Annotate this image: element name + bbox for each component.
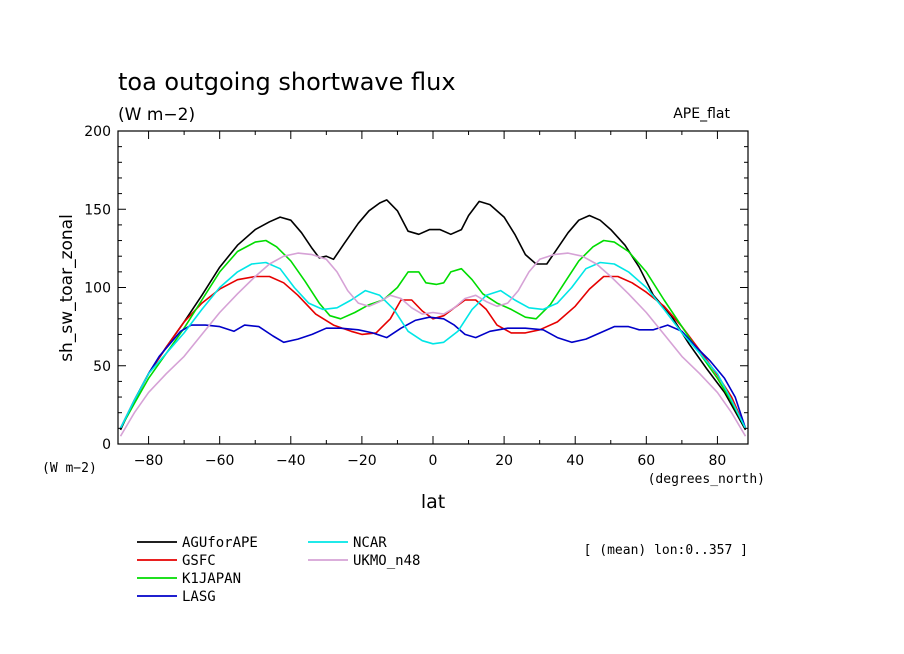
x-tick-label: −60 bbox=[205, 453, 235, 469]
plot-frame bbox=[117, 130, 749, 445]
legend-label: LASG bbox=[182, 589, 216, 605]
series-line-k1japan bbox=[119, 239, 747, 429]
series-line-lasg bbox=[119, 316, 747, 429]
dataset-label: APE_flat bbox=[673, 106, 730, 122]
series-line-aguforape bbox=[119, 199, 747, 431]
x-tick-label: 0 bbox=[429, 453, 438, 469]
chart-subtitle: (W m−2) bbox=[118, 105, 195, 125]
series-layer bbox=[119, 199, 747, 437]
y-tick-label: 150 bbox=[84, 202, 111, 218]
y-tick-label: 50 bbox=[93, 359, 111, 375]
x-axis-label: lat bbox=[421, 491, 445, 513]
legend-label: AGUforAPE bbox=[182, 535, 258, 551]
y-tick-label: 200 bbox=[84, 124, 111, 140]
legend-label: K1JAPAN bbox=[182, 571, 241, 587]
x-tick-label: 40 bbox=[566, 453, 584, 469]
y-axis-label: sh_sw_toar_zonal bbox=[57, 214, 77, 362]
x-tick-label: −80 bbox=[134, 453, 164, 469]
x-tick-label: −40 bbox=[276, 453, 306, 469]
mean-note: [ (mean) lon:0..357 ] bbox=[584, 543, 748, 558]
x-tick-label: −20 bbox=[347, 453, 377, 469]
series-line-ukmo-n48 bbox=[119, 252, 747, 437]
legend-label: UKMO_n48 bbox=[353, 553, 420, 569]
legend-label: NCAR bbox=[353, 535, 387, 551]
legend: AGUforAPE GSFC K1JAPAN LASG NCAR UKMO_n48 bbox=[137, 535, 420, 605]
legend-label: GSFC bbox=[182, 553, 216, 569]
y-unit-label: (W m−2) bbox=[42, 461, 97, 476]
tick-layer: −80 −60 −40 −20 0 20 40 60 80 0 50 100 150 200 bbox=[84, 124, 748, 469]
chart-title: toa outgoing shortwave flux bbox=[118, 68, 456, 96]
y-tick-label: 100 bbox=[84, 281, 111, 297]
axes-layer bbox=[117, 130, 749, 445]
series-line-ncar bbox=[119, 261, 747, 429]
series-line-gsfc bbox=[119, 275, 747, 429]
x-unit-label: (degrees_north) bbox=[648, 472, 765, 487]
x-tick-label: 80 bbox=[709, 453, 727, 469]
x-tick-label: 20 bbox=[495, 453, 513, 469]
x-tick-label: 60 bbox=[637, 453, 655, 469]
y-tick-label: 0 bbox=[102, 437, 111, 453]
